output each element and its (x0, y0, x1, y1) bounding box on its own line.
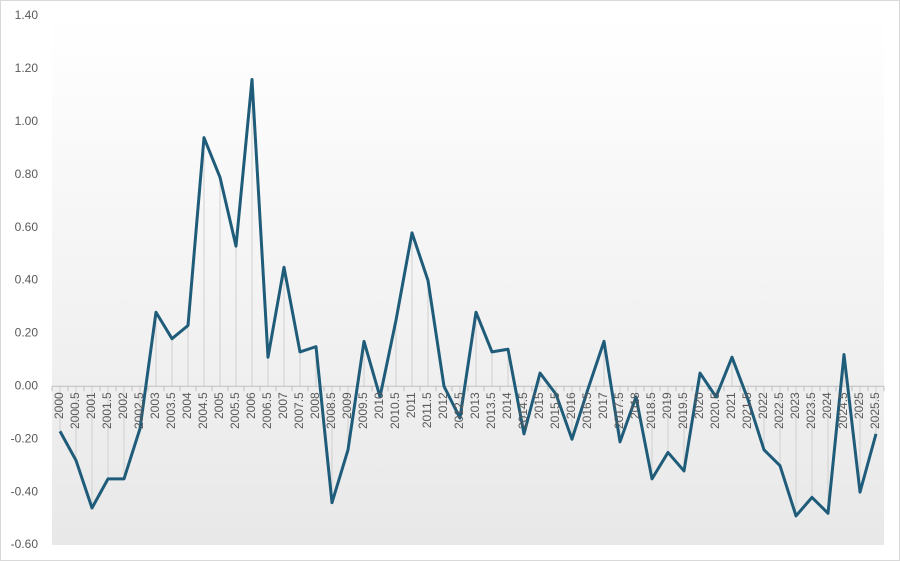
x-tick-label: 2013 (468, 392, 482, 419)
x-tick-label: 2023 (788, 392, 802, 419)
x-tick-label: 2021.5 (740, 392, 754, 429)
x-tick-label: 2016.5 (580, 392, 594, 429)
y-tick-label: 0.60 (15, 220, 39, 234)
y-tick-label: 0.00 (15, 378, 39, 392)
y-tick-label: -0.40 (11, 484, 39, 498)
x-tick-label: 2002 (116, 392, 130, 419)
x-tick-label: 2007.5 (292, 392, 306, 429)
y-tick-label: 0.40 (15, 273, 39, 287)
x-tick-label: 2015.5 (548, 392, 562, 429)
x-tick-label: 2018.5 (644, 392, 658, 429)
x-tick-label: 2014 (500, 392, 514, 419)
x-tick-label: 2006.5 (260, 392, 274, 429)
x-tick-label: 2002.5 (132, 392, 146, 429)
x-tick-label: 2009.5 (356, 392, 370, 429)
x-tick-label: 2017 (596, 392, 610, 419)
x-tick-label: 2019.5 (676, 392, 690, 429)
x-tick-label: 2023.5 (804, 392, 818, 429)
x-tick-label: 2019 (660, 392, 674, 419)
x-tick-label: 2022 (756, 392, 770, 419)
x-tick-label: 2011 (404, 392, 418, 418)
x-tick-label: 2004.5 (196, 392, 210, 429)
x-tick-label: 2011.5 (420, 392, 434, 428)
x-tick-label: 2010.5 (388, 392, 402, 429)
x-tick-label: 2012.5 (452, 392, 466, 429)
x-tick-label: 2025.5 (868, 392, 882, 429)
x-tick-label: 2014.5 (516, 392, 530, 429)
y-tick-label: 1.40 (15, 8, 39, 22)
x-tick-label: 2017.5 (612, 392, 626, 429)
x-tick-label: 2020.5 (708, 392, 722, 429)
x-tick-label: 2010 (372, 392, 386, 419)
x-tick-label: 2009 (340, 392, 354, 419)
x-tick-label: 2000 (52, 392, 66, 419)
x-tick-label: 2003 (148, 392, 162, 419)
x-tick-label: 2024 (820, 392, 834, 419)
x-tick-label: 2005.5 (228, 392, 242, 429)
x-tick-label: 2008.5 (324, 392, 338, 429)
x-tick-label: 2015 (532, 392, 546, 419)
plot-area (52, 16, 884, 545)
x-tick-label: 2003.5 (164, 392, 178, 429)
x-tick-label: 2025 (852, 392, 866, 419)
x-tick-label: 2000.5 (68, 392, 82, 429)
y-tick-label: -0.20 (11, 431, 39, 445)
x-tick-label: 2001.5 (100, 392, 114, 429)
x-tick-label: 2020 (692, 392, 706, 419)
x-tick-label: 2021 (724, 392, 738, 419)
y-tick-label: 0.80 (15, 167, 39, 181)
x-tick-label: 2008 (308, 392, 322, 419)
x-tick-label: 2012 (436, 392, 450, 419)
x-tick-label: 2001 (84, 392, 98, 419)
x-tick-label: 2007 (276, 392, 290, 419)
x-tick-label: 2022.5 (772, 392, 786, 429)
x-tick-label: 2004 (180, 392, 194, 419)
x-tick-label: 2016 (564, 392, 578, 419)
y-tick-label: 0.20 (15, 326, 39, 340)
data-line (58, 77, 878, 518)
x-tick-label: 2013.5 (484, 392, 498, 429)
y-tick-label: -0.60 (11, 537, 39, 551)
y-tick-label: 1.20 (15, 61, 39, 75)
x-tick-label: 2006 (244, 392, 258, 419)
x-tick-label: 2024.5 (836, 392, 850, 429)
x-tick-label: 2018 (628, 392, 642, 419)
y-tick-label: 1.00 (15, 114, 39, 128)
x-tick-label: 2005 (212, 392, 226, 419)
